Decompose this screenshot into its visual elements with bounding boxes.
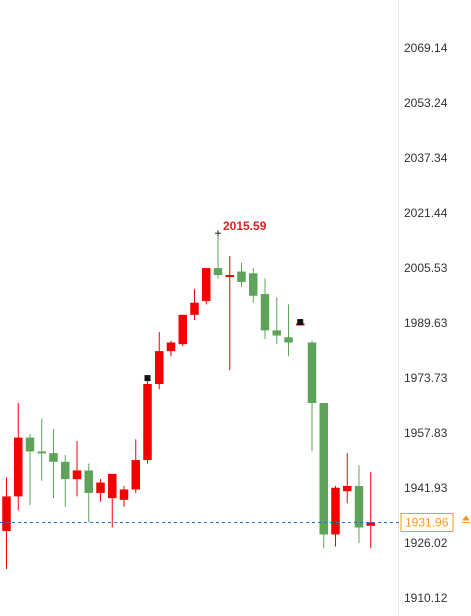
candle-body (166, 342, 176, 352)
y-tick-label: 2021.44 (404, 206, 448, 220)
candle-body (155, 351, 164, 384)
candle (143, 378, 152, 464)
candle (25, 434, 35, 506)
y-axis-tick-labels: 2069.14 2053.24 2037.34 2021.44 2005.53 1989.… (404, 41, 448, 605)
candle (2, 477, 11, 570)
y-tick-label: 1941.93 (404, 481, 448, 495)
candle-series (2, 233, 375, 570)
candle-body (2, 496, 11, 531)
candle-body (178, 314, 187, 345)
candle-body (108, 473, 117, 499)
candle (131, 439, 140, 493)
candle (84, 463, 93, 523)
candle (331, 486, 340, 547)
y-tick-label: 1973.73 (404, 371, 448, 385)
candle (213, 233, 223, 279)
candle (178, 314, 187, 346)
candle-body (307, 342, 317, 403)
candle (307, 340, 317, 452)
y-tick-label: 2037.34 (404, 151, 448, 165)
candle-body (213, 268, 223, 276)
candle-body (143, 383, 152, 461)
y-tick-label: 2053.24 (404, 96, 448, 110)
candle-body (249, 273, 258, 296)
candle (37, 418, 46, 481)
candle-body (37, 451, 46, 454)
current-price-tag (400, 512, 454, 532)
candle (284, 304, 293, 357)
candle (72, 441, 82, 497)
candle (155, 332, 164, 390)
candle (237, 262, 246, 288)
candle (190, 288, 199, 320)
y-tick-label: 1926.02 (404, 536, 448, 550)
y-tick-label: 2069.14 (404, 41, 448, 55)
signal-marker (297, 319, 304, 326)
current-price-label: 1931.96 (405, 515, 449, 529)
price-arrow-icon (462, 515, 470, 521)
candle-body (84, 470, 93, 493)
candle (96, 479, 105, 502)
candle (108, 473, 117, 528)
candle (49, 428, 58, 499)
candle (14, 402, 23, 511)
candle-body (61, 461, 70, 480)
candle-body (343, 486, 352, 492)
candle-body (260, 294, 270, 331)
candle (166, 340, 176, 357)
candle (225, 256, 234, 371)
y-tick-label: 1910.12 (404, 591, 448, 605)
y-tick-label: 1957.83 (404, 426, 448, 440)
candle (272, 297, 281, 345)
candle-body (354, 486, 364, 528)
candle-body (202, 268, 211, 301)
candle (354, 465, 364, 544)
candle-body (331, 487, 340, 535)
candle-body (190, 302, 199, 315)
candle-body (14, 437, 23, 497)
y-tick-label: 1989.63 (404, 316, 448, 330)
candle (260, 278, 270, 340)
candle-body (237, 271, 246, 282)
candle (202, 268, 211, 305)
y-tick-label: 2005.53 (404, 261, 448, 275)
candle (119, 486, 129, 507)
candle-body (96, 482, 105, 493)
candle (61, 454, 70, 507)
candle-body (131, 460, 140, 490)
candle-body (72, 470, 82, 480)
candle (249, 268, 258, 303)
chart-overlays: 1931.96 2015.59 (0, 219, 470, 532)
high-value-label: 2015.59 (223, 219, 267, 233)
candle-body (319, 402, 328, 535)
candle-body (225, 275, 234, 278)
candle-body (366, 522, 375, 526)
candle-body (284, 337, 293, 343)
candle (343, 453, 352, 504)
candle-body (272, 330, 281, 336)
candle-body (119, 489, 129, 500)
candle-body (25, 437, 35, 452)
candle-body (49, 453, 58, 462)
signal-marker (144, 375, 151, 382)
candle (319, 402, 328, 549)
candle (366, 472, 375, 549)
